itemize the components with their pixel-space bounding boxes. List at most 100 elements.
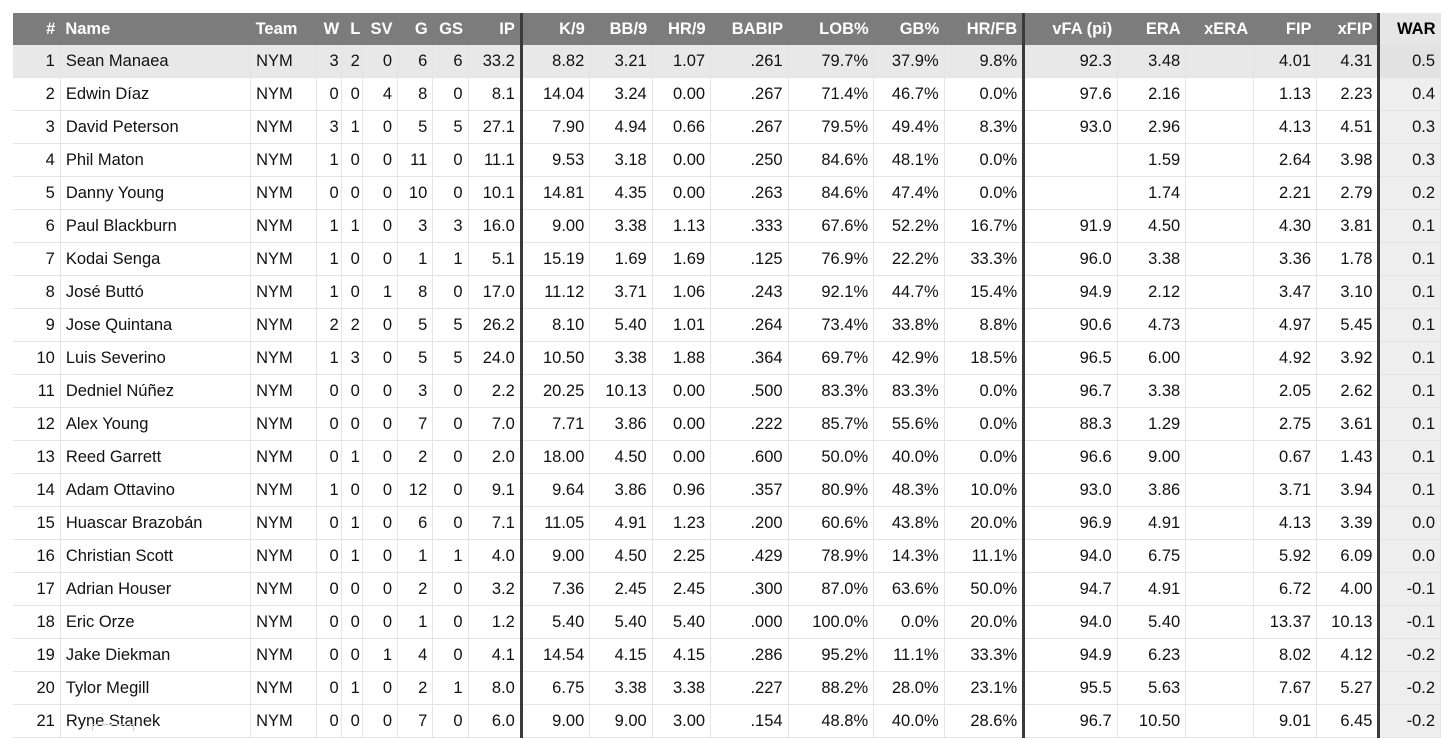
column-header-vfa[interactable]: vFA (pi)	[1023, 13, 1118, 45]
cell-name[interactable]: Adam Ottavino	[60, 473, 252, 507]
cell-team[interactable]: NYM	[250, 539, 317, 573]
cell-name[interactable]: Paul Blackburn	[60, 209, 252, 243]
pagination-stub[interactable]	[92, 724, 134, 731]
cell-team[interactable]: NYM	[250, 275, 317, 309]
cell-name[interactable]: Adrian Houser	[60, 572, 252, 606]
table-row[interactable]: 4 Phil Maton NYM 1 0 0 11 0 11.1 9.53 3.18 0.00.250…	[13, 143, 1441, 177]
table-row[interactable]: 11 Dedniel Núñez NYM 0 0 0 3 0 2.2 20.25 10.13 0.00…	[13, 374, 1441, 408]
cell-w: 0	[316, 176, 342, 210]
column-header-hr9[interactable]: HR/9	[652, 13, 711, 45]
column-header-war[interactable]: WAR	[1378, 13, 1441, 45]
cell-team[interactable]: NYM	[250, 341, 317, 375]
column-header-ip[interactable]: IP	[468, 13, 523, 45]
table-row[interactable]: 21 Ryne Stanek NYM 0 0 0 7 0 6.0 9.00 9.00 3.00.154…	[13, 704, 1441, 738]
cell-team[interactable]: NYM	[250, 143, 317, 177]
cell-k9: 18.00	[521, 440, 591, 474]
cell-hrfb: 9.8%	[944, 45, 1026, 78]
column-header-g[interactable]: G	[397, 13, 433, 45]
cell-team[interactable]: NYM	[250, 704, 317, 738]
column-header-fip[interactable]: FIP	[1253, 13, 1317, 45]
cell-name[interactable]: José Buttó	[60, 275, 252, 309]
column-header-gb[interactable]: GB%	[873, 13, 945, 45]
cell-name[interactable]: Sean Manaea	[60, 45, 252, 78]
cell-name[interactable]: Edwin Díaz	[60, 77, 252, 111]
cell-war: 0.0	[1378, 539, 1441, 573]
cell-team[interactable]: NYM	[250, 671, 317, 705]
column-header-gs[interactable]: GS	[432, 13, 468, 45]
cell-team[interactable]: NYM	[250, 242, 317, 276]
column-header-rank[interactable]: #	[13, 13, 61, 45]
table-row[interactable]: 18 Eric Orze NYM 0 0 0 1 0 1.2 5.40 5.40 5.40.000 10…	[13, 605, 1441, 639]
cell-team[interactable]: NYM	[250, 209, 317, 243]
cell-name[interactable]: Kodai Senga	[60, 242, 252, 276]
cell-team[interactable]: NYM	[250, 374, 317, 408]
cell-sv: 0	[362, 605, 399, 639]
cell-team[interactable]: NYM	[250, 77, 317, 111]
table-row[interactable]: 5 Danny Young NYM 0 0 0 10 0 10.1 14.81 4.35 0.00.2…	[13, 176, 1441, 210]
column-header-k9[interactable]: K/9	[521, 13, 590, 45]
table-row[interactable]: 16 Christian Scott NYM 0 1 0 1 1 4.0 9.00 4.50 2.25…	[13, 539, 1441, 573]
column-header-w[interactable]: W	[316, 13, 342, 45]
cell-war: -0.1	[1378, 605, 1441, 639]
column-header-xera[interactable]: xERA	[1185, 13, 1254, 45]
cell-team[interactable]: NYM	[250, 473, 317, 507]
table-row[interactable]: 9 Jose Quintana NYM 2 2 0 5 5 26.2 8.10 5.40 1.01.2…	[13, 308, 1441, 342]
cell-team[interactable]: NYM	[250, 110, 317, 144]
cell-name[interactable]: Tylor Megill	[60, 671, 252, 705]
column-header-babip[interactable]: BABIP	[710, 13, 789, 45]
cell-team[interactable]: NYM	[250, 506, 317, 540]
column-header-bb9[interactable]: BB/9	[589, 13, 653, 45]
cell-name[interactable]: Ryne Stanek	[60, 704, 252, 738]
cell-name[interactable]: Jose Quintana	[60, 308, 252, 342]
column-header-xfip[interactable]: xFIP	[1316, 13, 1381, 45]
cell-hrfb: 33.3%	[944, 638, 1026, 672]
table-row[interactable]: 8 José Buttó NYM 1 0 1 8 0 17.0 11.12 3.71 1.06.243…	[13, 275, 1441, 309]
cell-k9: 5.40	[521, 605, 591, 639]
cell-name[interactable]: Reed Garrett	[60, 440, 252, 474]
table-row[interactable]: 7 Kodai Senga NYM 1 0 0 1 1 5.1 15.19 1.69 1.69.125…	[13, 242, 1441, 276]
cell-name[interactable]: Dedniel Núñez	[60, 374, 252, 408]
cell-era: 9.00	[1117, 440, 1187, 474]
cell-name[interactable]: Eric Orze	[60, 605, 252, 639]
column-header-name[interactable]: Name	[60, 13, 251, 45]
column-header-hrfb[interactable]: HR/FB	[944, 13, 1026, 45]
cell-name[interactable]: Jake Diekman	[60, 638, 252, 672]
cell-name[interactable]: Christian Scott	[60, 539, 252, 573]
cell-team[interactable]: NYM	[250, 308, 317, 342]
table-row[interactable]: 15 Huascar Brazobán NYM 0 1 0 6 0 7.1 11.05 4.91 1.…	[13, 506, 1441, 540]
column-header-l[interactable]: L	[341, 13, 363, 45]
table-row[interactable]: 12 Alex Young NYM 0 0 0 7 0 7.0 7.71 3.86 0.00.222 8…	[13, 407, 1441, 441]
table-row[interactable]: 1 Sean Manaea NYM 3 2 0 6 6 33.2 8.82 3.21 1.07.261…	[13, 45, 1441, 78]
table-row[interactable]: 13 Reed Garrett NYM 0 1 0 2 0 2.0 18.00 4.50 0.00.6…	[13, 440, 1441, 474]
column-header-sv[interactable]: SV	[362, 13, 398, 45]
cell-name[interactable]: Phil Maton	[60, 143, 252, 177]
cell-name[interactable]: Luis Severino	[60, 341, 252, 375]
column-header-era[interactable]: ERA	[1117, 13, 1186, 45]
column-header-lob[interactable]: LOB%	[788, 13, 874, 45]
cell-vfa: 96.6	[1023, 440, 1118, 474]
table-row[interactable]: 20 Tylor Megill NYM 0 1 0 2 1 8.0 6.75 3.38 3.38.22…	[13, 671, 1441, 705]
cell-name[interactable]: Danny Young	[60, 176, 252, 210]
cell-team[interactable]: NYM	[250, 605, 317, 639]
table-row[interactable]: 14 Adam Ottavino NYM 1 0 0 12 0 9.1 9.64 3.86 0.96.…	[13, 473, 1441, 507]
cell-team[interactable]: NYM	[250, 440, 317, 474]
cell-team[interactable]: NYM	[250, 407, 317, 441]
table-row[interactable]: 6 Paul Blackburn NYM 1 1 0 3 3 16.0 9.00 3.38 1.13.…	[13, 209, 1441, 243]
cell-name[interactable]: Huascar Brazobán	[60, 506, 252, 540]
cell-l: 0	[341, 572, 363, 606]
cell-vfa: 90.6	[1023, 308, 1118, 342]
table-row[interactable]: 19 Jake Diekman NYM 0 0 1 4 0 4.1 14.54 4.15 4.15.2…	[13, 638, 1441, 672]
table-row[interactable]: 17 Adrian Houser NYM 0 0 0 2 0 3.2 7.36 2.45 2.45.3…	[13, 572, 1441, 606]
table-row[interactable]: 3 David Peterson NYM 3 1 0 5 5 27.1 7.90 4.94 0.66.…	[13, 110, 1441, 144]
table-row[interactable]: 10 Luis Severino NYM 1 3 0 5 5 24.0 10.50 3.38 1.88…	[13, 341, 1441, 375]
column-header-team[interactable]: Team	[250, 13, 316, 45]
cell-team[interactable]: NYM	[250, 45, 317, 78]
cell-team[interactable]: NYM	[250, 572, 317, 606]
table-row[interactable]: 2 Edwin Díaz NYM 0 0 4 8 0 8.1 14.04 3.24 0.00.267 7…	[13, 77, 1441, 111]
cell-name[interactable]: Alex Young	[60, 407, 252, 441]
cell-xfip: 4.51	[1316, 110, 1381, 144]
cell-vfa: 91.9	[1023, 209, 1118, 243]
cell-team[interactable]: NYM	[250, 176, 317, 210]
cell-name[interactable]: David Peterson	[60, 110, 252, 144]
cell-team[interactable]: NYM	[250, 638, 317, 672]
